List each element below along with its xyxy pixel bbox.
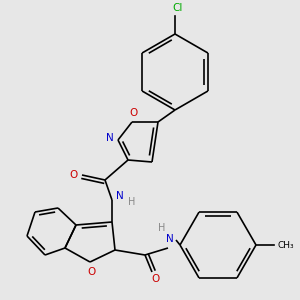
Text: H: H [128,197,136,207]
Text: N: N [166,234,174,244]
Text: CH₃: CH₃ [278,241,294,250]
Text: O: O [129,108,137,118]
Text: H: H [158,223,166,233]
Text: O: O [70,170,78,180]
Text: O: O [151,274,159,284]
Text: N: N [106,133,114,143]
Text: N: N [116,191,124,201]
Text: Cl: Cl [173,3,183,13]
Text: O: O [88,267,96,277]
